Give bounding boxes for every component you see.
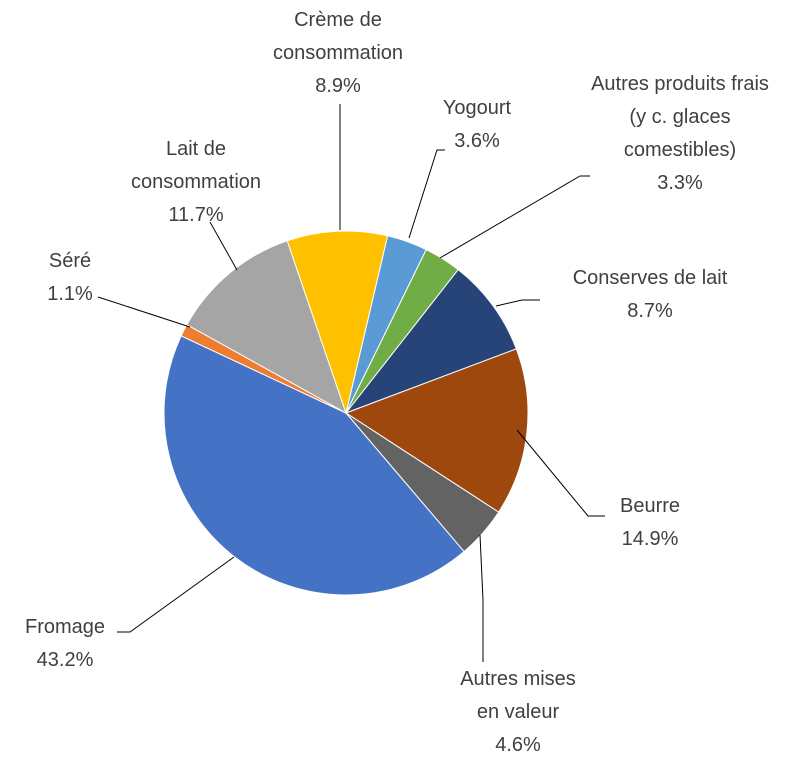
data-label: Fromage 43.2% [0, 611, 195, 677]
value-label: 8.7% [627, 300, 673, 322]
category-label: Crème de consommation [272, 9, 404, 64]
leader-line [495, 299, 540, 307]
value-label: 11.7% [168, 204, 224, 226]
value-label: 43.2% [36, 649, 94, 671]
data-label: Séré 1.1% [0, 245, 200, 311]
data-label: Autres produits frais (y c. glaces comes… [550, 68, 805, 200]
leader-line [117, 556, 235, 633]
category-label: Yogourt [442, 97, 512, 119]
data-label: Autres mises en valeur 4.6% [388, 663, 648, 762]
pie-slice [344, 268, 517, 415]
category-label: Séré [48, 250, 92, 272]
pie-slice [286, 230, 389, 415]
value-label: 3.3% [657, 172, 703, 194]
leader-line [97, 296, 191, 328]
value-label: 8.9% [315, 75, 361, 97]
value-label: 4.6% [495, 734, 541, 756]
value-label: 1.1% [47, 283, 93, 305]
category-label: Autres mises en valeur [460, 668, 576, 723]
category-label: Beurre [619, 495, 681, 517]
pie-slice [344, 348, 529, 513]
pie-slice [186, 240, 347, 415]
data-label: Crème de consommation 8.9% [208, 4, 468, 103]
leader-line [479, 534, 484, 662]
data-label: Conserves de lait 8.7% [520, 262, 780, 328]
leader-line [408, 149, 445, 239]
category-label: Fromage [24, 616, 106, 638]
category-label: Conserves de lait [572, 267, 728, 289]
pie-slice [163, 335, 465, 596]
data-label: Yogourt 3.6% [347, 92, 607, 158]
leader-line [439, 175, 590, 259]
value-label: 14.9% [621, 528, 679, 550]
leader-line [516, 429, 605, 517]
category-label: Lait de consommation [130, 138, 262, 193]
leader-line [209, 221, 238, 271]
value-label: 3.6% [454, 130, 500, 152]
data-label: Lait de consommation 11.7% [66, 133, 326, 232]
data-label: Beurre 14.9% [520, 490, 780, 556]
category-label: Autres produits frais (y c. glaces comes… [591, 73, 769, 161]
